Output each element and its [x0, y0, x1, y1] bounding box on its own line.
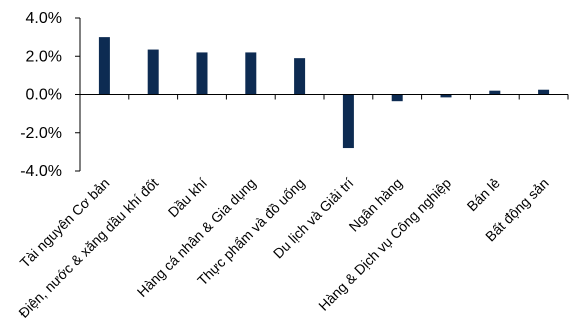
bar	[489, 90, 501, 95]
bar	[391, 94, 403, 102]
y-tick-label: 0.0%	[26, 87, 62, 104]
bar	[294, 58, 306, 95]
y-tick-label: 4.0%	[26, 10, 62, 27]
bar	[245, 52, 257, 95]
bar	[98, 37, 110, 95]
bar	[196, 52, 208, 95]
category-label: Tài nguyên Cơ bản	[17, 175, 113, 271]
bar	[147, 49, 159, 95]
category-label: Bán lẻ	[464, 175, 504, 215]
y-tick-label: 2.0%	[26, 48, 62, 65]
bar	[440, 94, 452, 98]
y-axis: 4.0% 2.0% 0.0% -2.0% -4.0%	[20, 10, 81, 180]
bars	[98, 37, 550, 149]
category-label: Dầu khí	[165, 175, 211, 221]
bar	[342, 94, 354, 149]
y-tick-label: -4.0%	[20, 163, 62, 180]
bar	[538, 89, 550, 95]
x-axis	[79, 94, 569, 100]
y-tick-label: -2.0%	[20, 125, 62, 142]
